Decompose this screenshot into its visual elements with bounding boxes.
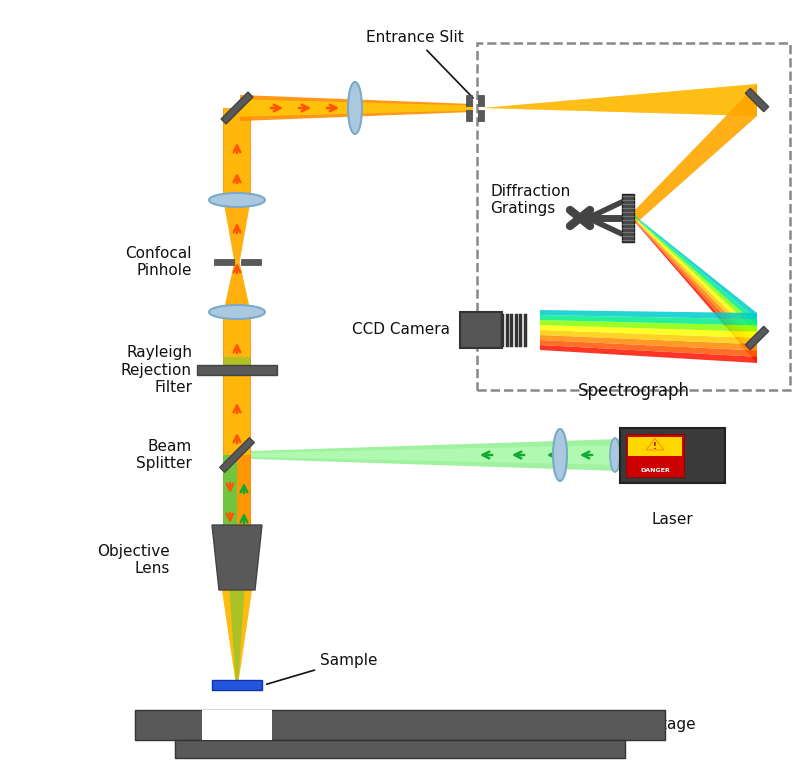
Bar <box>175 740 625 758</box>
Ellipse shape <box>209 305 265 319</box>
Bar <box>466 95 472 106</box>
Text: !: ! <box>653 442 657 451</box>
Polygon shape <box>540 345 757 363</box>
Polygon shape <box>230 590 245 685</box>
Polygon shape <box>634 84 757 225</box>
Polygon shape <box>634 215 757 319</box>
Polygon shape <box>540 320 757 332</box>
Ellipse shape <box>209 193 265 207</box>
Polygon shape <box>220 438 254 472</box>
Text: Laser: Laser <box>652 513 694 527</box>
Polygon shape <box>634 220 757 357</box>
Ellipse shape <box>610 438 620 472</box>
Polygon shape <box>540 330 757 344</box>
Polygon shape <box>223 198 251 262</box>
Text: DANGER: DANGER <box>640 468 670 472</box>
Bar <box>477 43 790 390</box>
Polygon shape <box>634 217 757 338</box>
Polygon shape <box>540 325 757 338</box>
Text: Rayleigh
Rejection
Filter: Rayleigh Rejection Filter <box>121 345 192 395</box>
Polygon shape <box>240 99 473 117</box>
Polygon shape <box>634 84 757 225</box>
Polygon shape <box>240 95 473 121</box>
Bar <box>223 370 251 455</box>
Bar <box>224 312 250 370</box>
Bar <box>241 259 261 265</box>
Polygon shape <box>212 525 262 590</box>
Bar <box>223 312 251 370</box>
Bar <box>202 710 272 740</box>
Polygon shape <box>223 198 251 262</box>
Bar <box>237 455 251 525</box>
Polygon shape <box>222 590 252 685</box>
Polygon shape <box>634 216 757 326</box>
Polygon shape <box>646 438 664 450</box>
Polygon shape <box>483 84 757 116</box>
Text: Beam
Splitter: Beam Splitter <box>136 439 192 472</box>
Polygon shape <box>483 84 757 116</box>
Polygon shape <box>634 218 757 344</box>
Ellipse shape <box>348 82 362 134</box>
Bar <box>223 455 251 525</box>
Bar <box>620 427 725 482</box>
Bar <box>628 436 682 456</box>
Text: Diffraction
Gratings: Diffraction Gratings <box>490 184 570 216</box>
Polygon shape <box>746 89 769 111</box>
Bar <box>135 710 665 740</box>
Polygon shape <box>251 445 620 465</box>
Polygon shape <box>746 327 769 349</box>
Ellipse shape <box>553 429 567 481</box>
Bar <box>460 312 502 348</box>
Text: Spectrograph: Spectrograph <box>578 382 690 400</box>
Text: Entrance Slit: Entrance Slit <box>366 31 473 98</box>
Bar <box>626 433 684 477</box>
Bar <box>466 110 472 121</box>
Polygon shape <box>221 92 253 124</box>
Polygon shape <box>223 262 251 314</box>
Text: Confocal
Pinhole: Confocal Pinhole <box>126 246 192 278</box>
Polygon shape <box>223 262 251 314</box>
Bar <box>478 95 484 106</box>
Bar <box>224 455 250 525</box>
Bar <box>223 455 237 525</box>
Text: CCD Camera: CCD Camera <box>352 323 450 337</box>
Polygon shape <box>540 310 757 319</box>
Bar <box>197 365 277 375</box>
Bar <box>224 108 250 200</box>
Bar <box>478 110 484 121</box>
Polygon shape <box>540 340 757 357</box>
Polygon shape <box>540 335 757 350</box>
Polygon shape <box>634 219 757 350</box>
Text: Objective
Lens: Objective Lens <box>98 544 170 576</box>
Bar <box>622 194 634 242</box>
Bar <box>223 108 251 200</box>
Polygon shape <box>634 217 757 332</box>
Polygon shape <box>251 439 620 471</box>
Text: Sample: Sample <box>266 652 378 684</box>
Polygon shape <box>540 315 757 326</box>
Bar <box>223 357 251 375</box>
Bar <box>224 370 250 455</box>
Polygon shape <box>222 590 252 685</box>
Bar <box>214 259 234 265</box>
Bar <box>212 680 262 690</box>
Polygon shape <box>634 221 757 363</box>
Text: Microscope Stage: Microscope Stage <box>560 717 696 732</box>
